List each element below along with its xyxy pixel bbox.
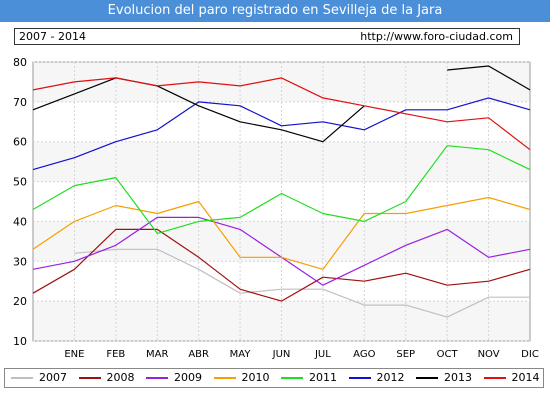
info-box: 2007 - 2014 http://www.foro-ciudad.com <box>14 28 520 45</box>
legend-swatch <box>146 377 168 379</box>
series-line-2011 <box>32 145 531 234</box>
legend-label: 2010 <box>241 371 270 384</box>
y-tick-label: 70 <box>13 96 27 109</box>
legend-label: 2012 <box>376 371 405 384</box>
y-tick-label: 30 <box>13 255 27 268</box>
legend-label: 2009 <box>174 371 202 384</box>
series-line-2012 <box>32 97 531 171</box>
y-tick-label: 80 <box>13 56 27 69</box>
x-tick-label: ENE <box>64 349 84 360</box>
y-tick-label: 50 <box>13 176 27 189</box>
legend-swatch <box>348 377 371 379</box>
series-line-2010 <box>32 196 531 270</box>
x-tick-label: JUN <box>272 349 291 360</box>
line-chart: 10 20 30 40 50 60 70 80 ENE FEB MAR ABR MAY JUN JUL AGO… <box>13 56 539 360</box>
x-tick-label: OCT <box>437 349 459 360</box>
legend-swatch <box>416 377 438 379</box>
legend-swatch <box>483 377 506 379</box>
source-url: http://www.foro-ciudad.com <box>360 30 513 43</box>
legend-label: 2014 <box>511 371 540 384</box>
legend-label: 2008 <box>106 371 135 384</box>
x-tick-label: SEP <box>396 349 415 360</box>
x-tick-label: NOV <box>478 349 500 360</box>
legend-label: 2011 <box>309 371 337 384</box>
series-line-2014 <box>32 77 531 151</box>
series-line-2008 <box>32 228 531 302</box>
y-tick-label: 40 <box>13 215 27 228</box>
legend-label: 2013 <box>444 371 472 384</box>
y-tick-label: 60 <box>13 136 27 149</box>
legend-swatch <box>78 377 101 379</box>
y-tick-label: 10 <box>13 335 27 348</box>
legend-label: 2007 <box>39 371 67 384</box>
year-range-label: 2007 - 2014 <box>19 30 86 43</box>
legend-swatch <box>11 377 33 379</box>
legend-swatch <box>281 377 303 379</box>
chart-legend: 2007 2008 2009 2010 2011 2012 2013 2014 <box>4 368 544 388</box>
chart-title: Evolucion del paro registrado en Seville… <box>0 0 550 22</box>
x-tick-label: FEB <box>106 349 125 360</box>
x-tick-label: MAY <box>230 349 252 360</box>
x-tick-label: DIC <box>521 349 539 360</box>
legend-swatch <box>213 377 236 379</box>
y-tick-label: 20 <box>13 295 27 308</box>
x-tick-label: JUL <box>314 349 331 360</box>
x-tick-label: MAR <box>146 349 168 360</box>
x-tick-label: AGO <box>353 349 375 360</box>
series-line-2013 <box>32 65 531 143</box>
x-tick-label: ABR <box>188 349 209 360</box>
